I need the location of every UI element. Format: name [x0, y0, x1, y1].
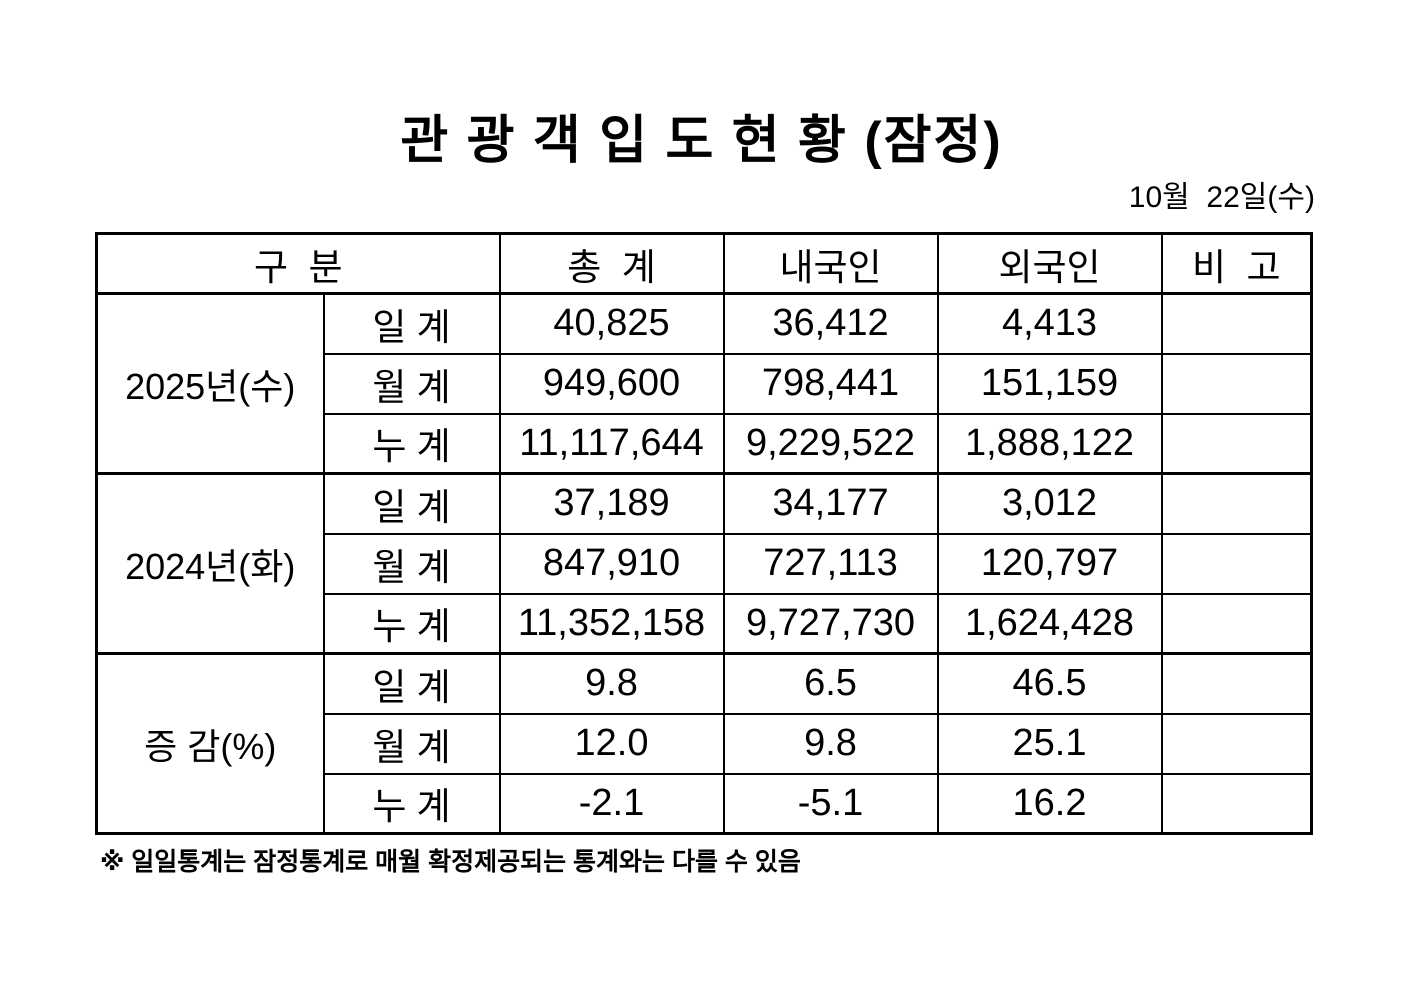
- group-label-2025: 2025년(수): [95, 292, 325, 475]
- table-row: 증 감(%) 일 계 9.8 6.5 46.5: [95, 652, 1313, 835]
- header-note: 비 고: [1160, 232, 1313, 295]
- value-cell: 11,352,158: [498, 592, 725, 655]
- value-cell: 16.2: [936, 772, 1163, 835]
- value-cell: 12.0: [498, 712, 725, 775]
- value-cell: -2.1: [498, 772, 725, 835]
- row-label-cumulative: 누 계: [322, 592, 501, 655]
- value-cell: 4,413: [936, 292, 1163, 355]
- row-label-daily: 일 계: [322, 292, 501, 355]
- table-row: 월 계 12.0 9.8 25.1: [97, 712, 1313, 775]
- note-cell: [1160, 712, 1313, 775]
- group-label-2024: 2024년(화): [95, 472, 325, 655]
- header-domestic: 내국인: [722, 232, 939, 295]
- value-cell: 40,825: [498, 292, 725, 355]
- value-cell: 34,177: [722, 472, 939, 535]
- table-header-row: 구 분 총 계 내국인 외국인 비 고: [95, 232, 1313, 295]
- value-cell: 1,888,122: [936, 412, 1163, 475]
- row-label-monthly: 월 계: [322, 352, 501, 415]
- table-row: 누 계 -2.1 -5.1 16.2: [97, 772, 1313, 835]
- value-cell: 9.8: [722, 712, 939, 775]
- value-cell: 9,229,522: [722, 412, 939, 475]
- table-row: 누 계 11,117,644 9,229,522 1,888,122: [97, 412, 1313, 475]
- value-cell: 6.5: [722, 652, 939, 715]
- value-cell: -5.1: [722, 772, 939, 835]
- table-row: 2024년(화) 일 계 37,189 34,177 3,012: [95, 472, 1313, 655]
- row-label-cumulative: 누 계: [322, 412, 501, 475]
- value-cell: 11,117,644: [498, 412, 725, 475]
- value-cell: 46.5: [936, 652, 1163, 715]
- table-row: 누 계 11,352,158 9,727,730 1,624,428: [97, 592, 1313, 655]
- note-cell: [1160, 772, 1313, 835]
- table-row: 2025년(수) 일 계 40,825 36,412 4,413: [95, 292, 1313, 475]
- value-cell: 120,797: [936, 532, 1163, 595]
- value-cell: 949,600: [498, 352, 725, 415]
- note-cell: [1160, 652, 1313, 715]
- value-cell: 37,189: [498, 472, 725, 535]
- value-cell: 798,441: [722, 352, 939, 415]
- note-cell: [1160, 532, 1313, 595]
- group-label-change: 증 감(%): [95, 652, 325, 835]
- value-cell: 1,624,428: [936, 592, 1163, 655]
- value-cell: 25.1: [936, 712, 1163, 775]
- row-label-monthly: 월 계: [322, 532, 501, 595]
- note-cell: [1160, 412, 1313, 475]
- header-total: 총 계: [498, 232, 725, 295]
- value-cell: 727,113: [722, 532, 939, 595]
- note-cell: [1160, 472, 1313, 535]
- header-foreign: 외국인: [936, 232, 1163, 295]
- row-label-daily: 일 계: [322, 472, 501, 535]
- note-cell: [1160, 352, 1313, 415]
- note-cell: [1160, 592, 1313, 655]
- footnote: ※ 일일통계는 잠정통계로 매월 확정제공되는 통계와는 다를 수 있음: [100, 848, 801, 876]
- table-row: 월 계 949,600 798,441 151,159: [97, 352, 1313, 415]
- page-title: 관 광 객 입 도 현 황 (잠정): [400, 112, 1003, 170]
- value-cell: 847,910: [498, 532, 725, 595]
- tourist-arrivals-table: 구 분 총 계 내국인 외국인 비 고 2025년(수) 일 계 40,825 …: [95, 232, 1314, 835]
- value-cell: 9,727,730: [722, 592, 939, 655]
- value-cell: 151,159: [936, 352, 1163, 415]
- note-cell: [1160, 292, 1313, 355]
- row-label-daily: 일 계: [322, 652, 501, 715]
- header-category: 구 분: [95, 232, 501, 295]
- row-label-cumulative: 누 계: [322, 772, 501, 835]
- table-row: 월 계 847,910 727,113 120,797: [97, 532, 1313, 595]
- value-cell: 3,012: [936, 472, 1163, 535]
- row-label-monthly: 월 계: [322, 712, 501, 775]
- value-cell: 9.8: [498, 652, 725, 715]
- value-cell: 36,412: [722, 292, 939, 355]
- report-date: 10월 22일(수): [1128, 181, 1315, 214]
